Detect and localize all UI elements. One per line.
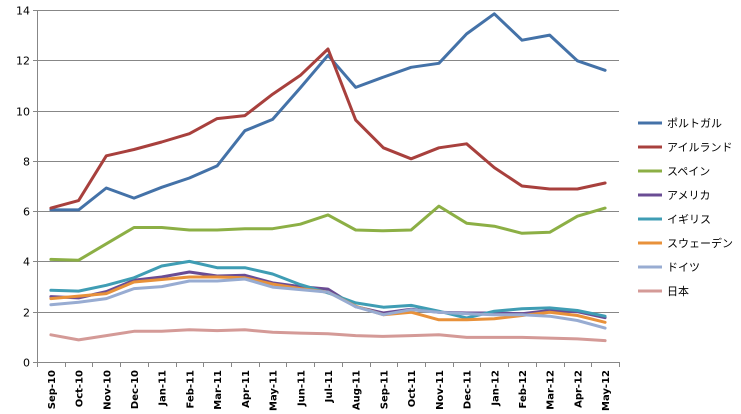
x-tick-label: Jun-11 — [296, 370, 307, 407]
legend-label: スウェーデン — [667, 236, 733, 250]
legend-label: イギリス — [667, 213, 711, 226]
x-tick-label: May-11 — [269, 370, 280, 411]
series-line — [49, 47, 607, 210]
series-line — [49, 12, 607, 212]
x-tick-label: Jan-12 — [490, 370, 501, 407]
x-tick-label: Oct-11 — [407, 370, 418, 407]
legend-label: スペイン — [667, 165, 710, 178]
x-tick-label: Nov-11 — [435, 370, 446, 410]
x-tick-label: Dec-10 — [130, 370, 141, 409]
y-tick-label: 2 — [23, 307, 30, 320]
plot-area-series — [49, 12, 607, 343]
x-tick-label: Apr-12 — [573, 370, 584, 408]
x-tick-label: Sep-10 — [47, 370, 58, 409]
x-tick-label: Jul-11 — [324, 370, 335, 403]
x-tick-label: Feb-11 — [185, 370, 196, 408]
x-tick-label: Jan-11 — [158, 370, 169, 407]
y-tick-label: 12 — [16, 55, 30, 68]
legend-label: アメリカ — [667, 189, 710, 202]
x-tick-label: Oct-10 — [75, 370, 86, 407]
y-axis-tick-labels: 0 2 4 6 8 10 12 14 — [16, 5, 30, 370]
axes — [33, 10, 620, 367]
y-tick-label: 10 — [16, 106, 30, 119]
series-line — [49, 328, 607, 343]
x-tick-label: Mar-12 — [546, 370, 557, 410]
gridlines — [37, 10, 619, 313]
y-tick-label: 6 — [23, 206, 30, 219]
x-tick-label: Aug-11 — [352, 370, 363, 410]
y-tick-label: 0 — [23, 357, 30, 370]
x-tick-label: Sep-11 — [379, 370, 390, 409]
y-tick-label: 4 — [23, 256, 30, 269]
y-tick-label: 14 — [16, 5, 30, 18]
x-tick-label: Mar-11 — [213, 370, 224, 410]
legend-label: ドイツ — [667, 261, 700, 274]
x-tick-label: Nov-10 — [102, 370, 113, 410]
x-axis-tick-labels: Sep-10 Oct-10 Nov-10 Dec-10 Jan-11 Feb-11 Mar-… — [47, 370, 612, 411]
y-tick-label: 8 — [23, 156, 30, 169]
x-tick-label: Feb-12 — [518, 370, 529, 408]
series-line — [49, 204, 607, 262]
legend-label: 日本 — [667, 284, 689, 298]
x-tick-label: Apr-11 — [241, 370, 252, 408]
legend-label: アイルランド — [667, 141, 732, 154]
x-tick-label: May-12 — [601, 370, 612, 411]
legend-label: ポルトガル — [667, 117, 722, 130]
series-line — [49, 277, 607, 330]
x-tick-label: Dec-11 — [463, 370, 474, 409]
